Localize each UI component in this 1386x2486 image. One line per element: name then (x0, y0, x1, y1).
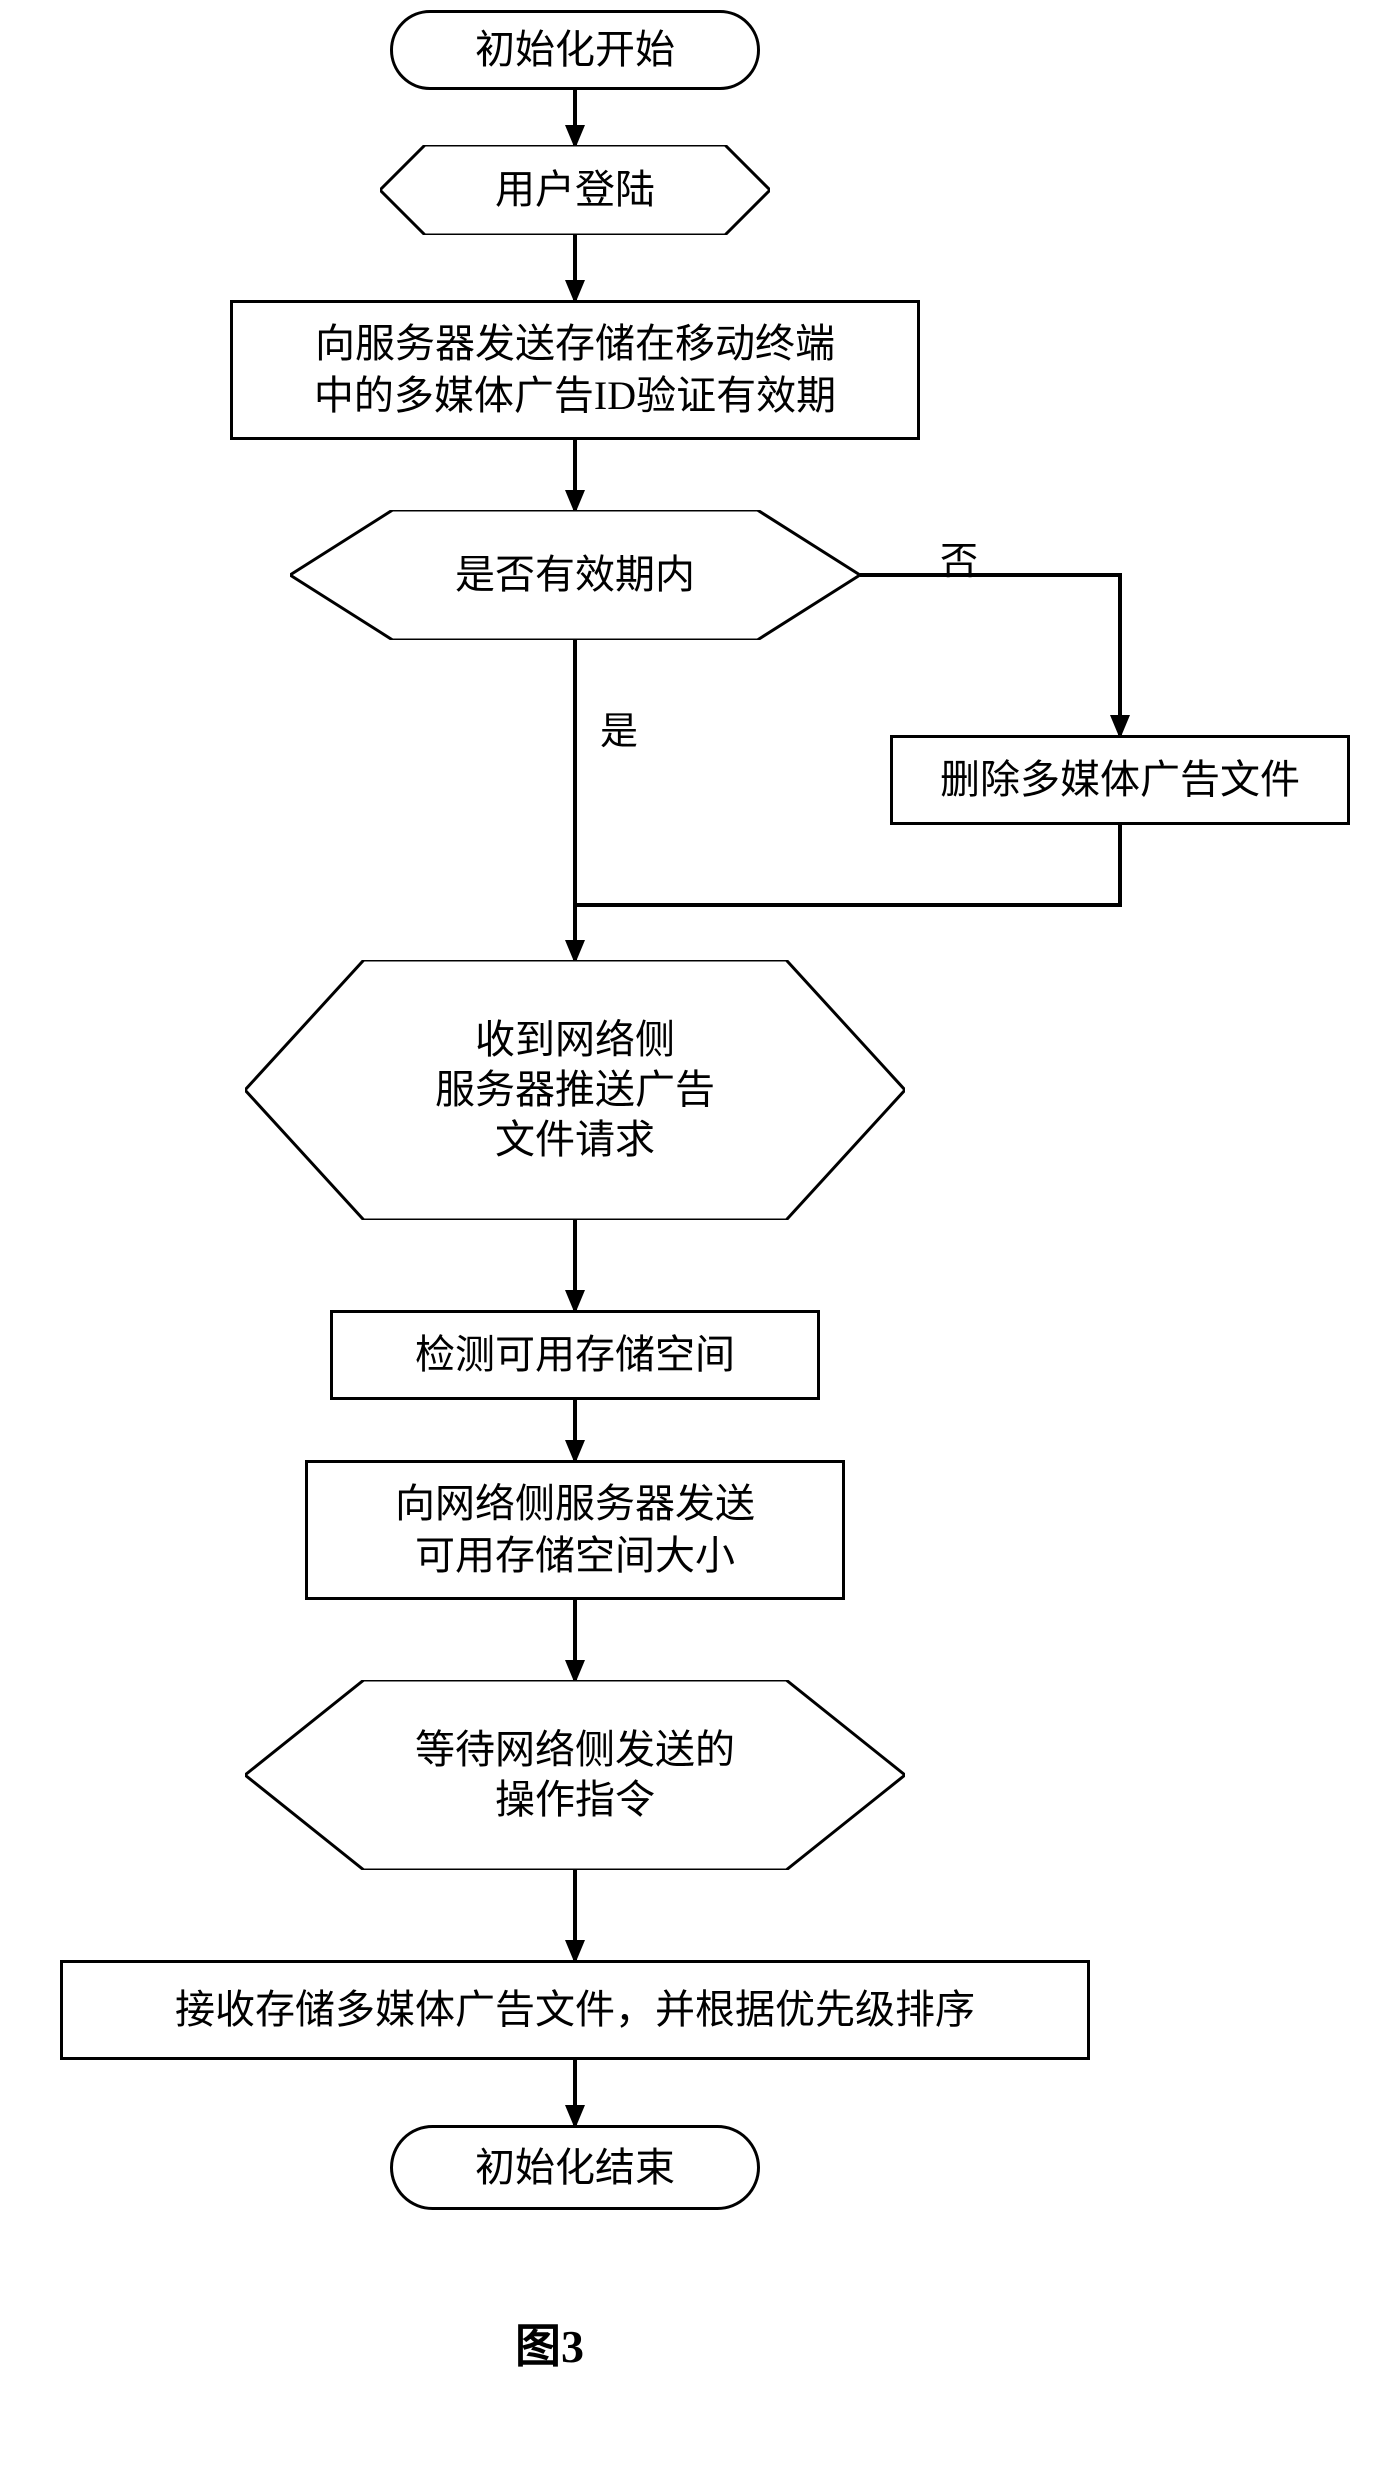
node-label: 用户登陆 (495, 165, 655, 215)
node-label: 等待网络侧发送的操作指令 (415, 1725, 735, 1825)
edge-label-yes: 是 (600, 700, 638, 755)
node-delete: 删除多媒体广告文件 (890, 735, 1350, 825)
node-label: 是否有效期内 (455, 550, 695, 600)
node-valid: 是否有效期内 (290, 510, 860, 640)
node-end: 初始化结束 (390, 2125, 760, 2210)
flowchart-canvas: 初始化开始用户登陆向服务器发送存储在移动终端中的多媒体广告ID验证有效期是否有效… (0, 0, 1386, 2486)
node-recvpush: 收到网络侧服务器推送广告文件请求 (245, 960, 905, 1220)
node-sendid: 向服务器发送存储在移动终端中的多媒体广告ID验证有效期 (230, 300, 920, 440)
node-label: 接收存储多媒体广告文件，并根据优先级排序 (175, 1984, 975, 2036)
edge-label-no: 否 (940, 530, 978, 585)
node-label: 初始化结束 (475, 2142, 675, 2194)
node-label: 初始化开始 (475, 24, 675, 76)
node-login: 用户登陆 (380, 145, 770, 235)
node-sendspace: 向网络侧服务器发送可用存储空间大小 (305, 1460, 845, 1600)
figure-caption: 图3 (515, 2310, 584, 2376)
node-label: 收到网络侧服务器推送广告文件请求 (435, 1015, 715, 1165)
node-start: 初始化开始 (390, 10, 760, 90)
node-recvstore: 接收存储多媒体广告文件，并根据优先级排序 (60, 1960, 1090, 2060)
node-label: 向服务器发送存储在移动终端中的多媒体广告ID验证有效期 (314, 318, 836, 422)
node-label: 删除多媒体广告文件 (940, 754, 1300, 806)
node-label: 向网络侧服务器发送可用存储空间大小 (395, 1478, 755, 1582)
node-label: 检测可用存储空间 (415, 1329, 735, 1381)
node-checkspace: 检测可用存储空间 (330, 1310, 820, 1400)
node-waitcmd: 等待网络侧发送的操作指令 (245, 1680, 905, 1870)
